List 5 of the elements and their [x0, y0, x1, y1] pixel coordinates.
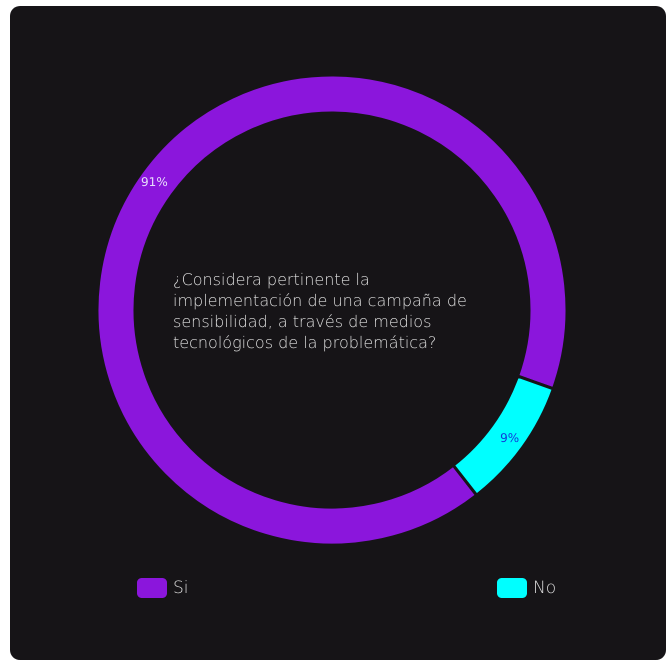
legend-label: Si	[173, 578, 189, 598]
data-label: 91%	[141, 174, 168, 189]
legend-label: No	[533, 578, 556, 598]
text: ¿Considera pertinente la implementación de una campaña de sensibilidad, a través de medios tecnológicos de la problemática?	[173, 270, 472, 352]
data-label: 9%	[500, 431, 520, 446]
